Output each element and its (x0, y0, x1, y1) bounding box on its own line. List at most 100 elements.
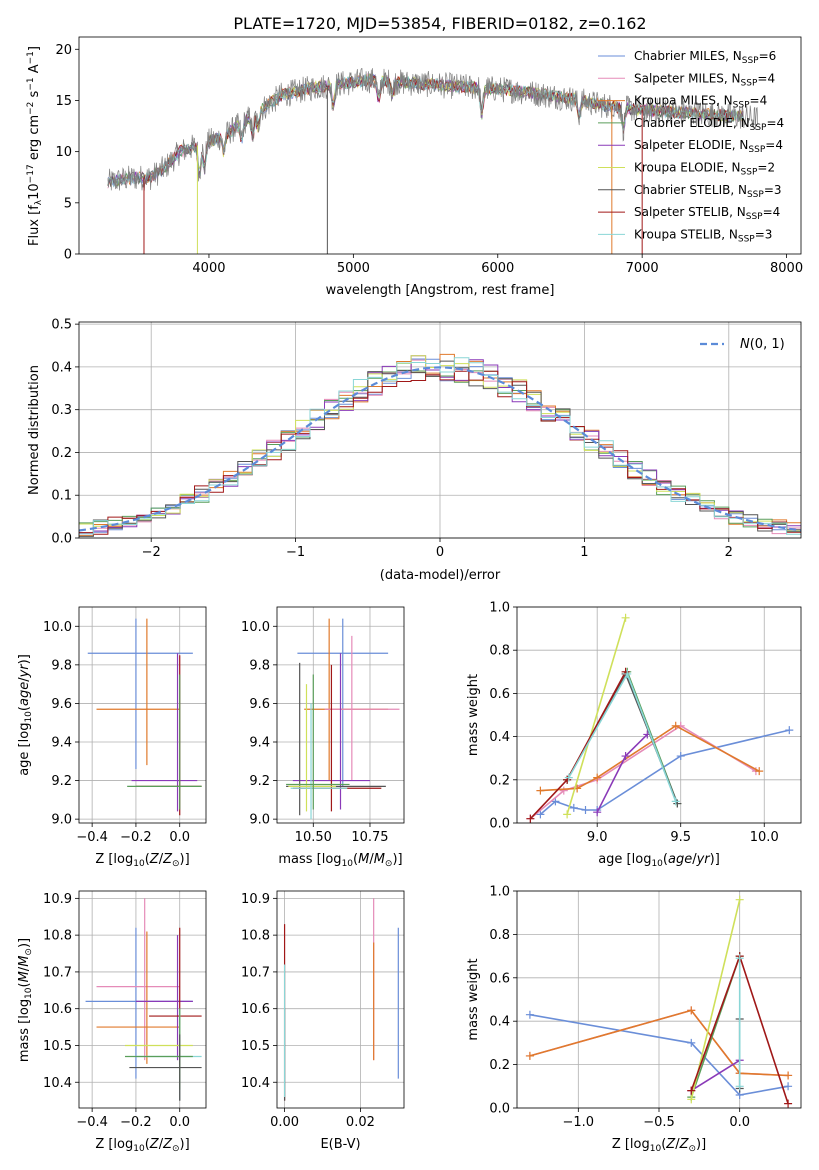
x-axis-label: E(B-V) (320, 1137, 360, 1152)
marker-kroupa-miles (536, 786, 545, 795)
label-part: N (740, 337, 750, 352)
label-part: Salpeter MILES, N (634, 71, 741, 85)
label-part: / (17, 677, 32, 682)
marker-chabrier-miles (536, 810, 545, 819)
label-part: M (358, 852, 369, 867)
panel-mass-vs-Z: −0.4 −0.2 0.0 10.4 10.5 10.6 10.7 10.8 10.9 Z [lo… (17, 890, 207, 1154)
x-axis-label: Z [log10(Z/Z⊙)] (95, 1137, 189, 1154)
label-part: ⊙ (688, 1144, 696, 1154)
label-part: −17 (26, 164, 36, 183)
label-part: Chabrier MILES, N (634, 49, 742, 63)
label-part: ( (145, 852, 150, 867)
axes-frame (276, 890, 405, 1109)
x-tick-label: −0.4 (76, 1115, 108, 1130)
model-kroupa-stelib (107, 74, 744, 188)
x-tick-label: 8000 (770, 261, 803, 276)
x-axis-label: mass [log10(M/M⊙)] (278, 852, 402, 869)
figure-title: PLATE=1720, MJD=53854, FIBERID=0182, z=0… (233, 14, 646, 33)
marker-kroupa-miles (755, 767, 764, 776)
label-part: =4 (757, 71, 775, 85)
legend-entry-salpeter-stelib: Salpeter STELIB, NSSP=4 (634, 205, 780, 222)
y-tick-label: 1.0 (489, 601, 510, 616)
marker-chabrier-miles (551, 797, 560, 806)
label-part: / (675, 1137, 680, 1152)
y-axis-label: mass weight (466, 674, 481, 756)
label-part: )] (180, 852, 190, 867)
label-part: / (159, 1137, 164, 1152)
y-tick-label: 10.9 (43, 892, 72, 907)
x-tick-label: 0 (436, 545, 444, 560)
y-tick-label: 0.5 (51, 318, 72, 333)
marker-kroupa-elodie (687, 1095, 696, 1104)
y-tick-label: 0.4 (51, 360, 72, 375)
panel-residuals: −2 −1 0 1 2 0.0 0.1 0.2 0.3 0.4 0.5 (data-model)/er… (27, 318, 802, 583)
panel-mass-vs-EBV: 0.00 0.02 10.4 10.5 10.6 10.7 10.8 10.9 E(B-V) (241, 890, 405, 1152)
y-tick-label: 10.5 (43, 1039, 72, 1054)
marker-chabrier-miles (569, 803, 578, 812)
y-tick-label: 9.4 (51, 736, 72, 751)
marker-kroupa-elodie (563, 810, 572, 819)
y-axis-label: Flux [fλ10−17 erg cm−2 s−1 A−1] (26, 46, 44, 246)
marker-chabrier-miles (784, 1082, 793, 1091)
marker-chabrier-miles (676, 752, 685, 761)
y-tick-label: 0.4 (489, 1015, 510, 1030)
y-tick-label: 10.8 (43, 929, 72, 944)
y-tick-label: 0.8 (489, 928, 510, 943)
x-tick-label: 9.5 (670, 830, 691, 845)
label-part: SSP (742, 56, 759, 66)
label-part: s (27, 90, 42, 101)
x-tick-label: 10.75 (351, 830, 388, 845)
label-part: ( (145, 1137, 150, 1152)
label-part: ⊙ (172, 1144, 180, 1154)
plot-area (107, 68, 759, 254)
legend-entry-chabrier-elodie: Chabrier ELODIE, NSSP=4 (634, 116, 784, 133)
label-part: 10 (133, 859, 145, 869)
y-tick-label: 1.0 (489, 885, 510, 900)
marker-kroupa-stelib (564, 773, 573, 782)
y-tick-label: 0.0 (489, 1102, 510, 1117)
label-part: Kroupa ELODIE, N (634, 161, 741, 175)
label-part: SSP (748, 145, 765, 155)
x-tick-label: 0.00 (270, 1115, 299, 1130)
x-axis-label: Z [log10(Z/Z⊙)] (612, 1137, 706, 1154)
y-tick-label: 10.4 (241, 1076, 270, 1091)
line-chabrier-miles (529, 1013, 789, 1096)
marker-chabrier-stelib (673, 799, 682, 808)
legend-entry-kroupa-miles: Kroupa MILES, NSSP=4 (634, 94, 767, 111)
label-part: )] (17, 654, 32, 664)
x-tick-label: 6000 (481, 261, 514, 276)
label-part: ( (17, 706, 32, 711)
x-tick-label: 5000 (337, 261, 370, 276)
marker-kroupa-miles (687, 1006, 696, 1015)
marker-salpeter-stelib (784, 1099, 793, 1108)
label-part: A (27, 64, 42, 77)
label-part: 10 (133, 1144, 145, 1154)
label-part: Z (162, 1137, 173, 1152)
x-tick-label: 0.0 (169, 1115, 190, 1130)
label-part: 10 (24, 987, 34, 999)
x-tick-label: −1.0 (563, 1115, 595, 1130)
label-part: Z (665, 1137, 676, 1152)
label-part: erg cm (27, 115, 42, 164)
label-part: Salpeter STELIB, N (634, 205, 746, 219)
marker-kroupa-stelib (671, 797, 680, 806)
y-axis-label: mass [log10(M/M⊙)] (17, 938, 34, 1062)
line-salpeter-elodie (690, 1059, 741, 1092)
label-part: Z (162, 852, 173, 867)
line-salpeter-stelib (529, 671, 627, 820)
marker-salpeter-elodie (593, 808, 602, 817)
y-tick-label: 10.6 (241, 1002, 270, 1017)
label-part: )] (696, 1137, 706, 1152)
label-part: Z [log (95, 1137, 133, 1152)
x-tick-label: 0.0 (169, 830, 190, 845)
label-part: Z (149, 1137, 160, 1152)
label-part: ⊙ (172, 859, 180, 869)
legend-entry-salpeter-miles: Salpeter MILES, NSSP=4 (634, 71, 775, 88)
marker-kroupa-stelib (735, 954, 744, 963)
marker-kroupa-elodie (621, 613, 630, 622)
label-part: 10 (651, 859, 663, 869)
y-tick-label: 9.8 (249, 658, 270, 673)
y-tick-label: 10 (55, 145, 72, 160)
x-tick-label: −0.2 (120, 830, 152, 845)
marker-kroupa-miles (671, 721, 680, 730)
